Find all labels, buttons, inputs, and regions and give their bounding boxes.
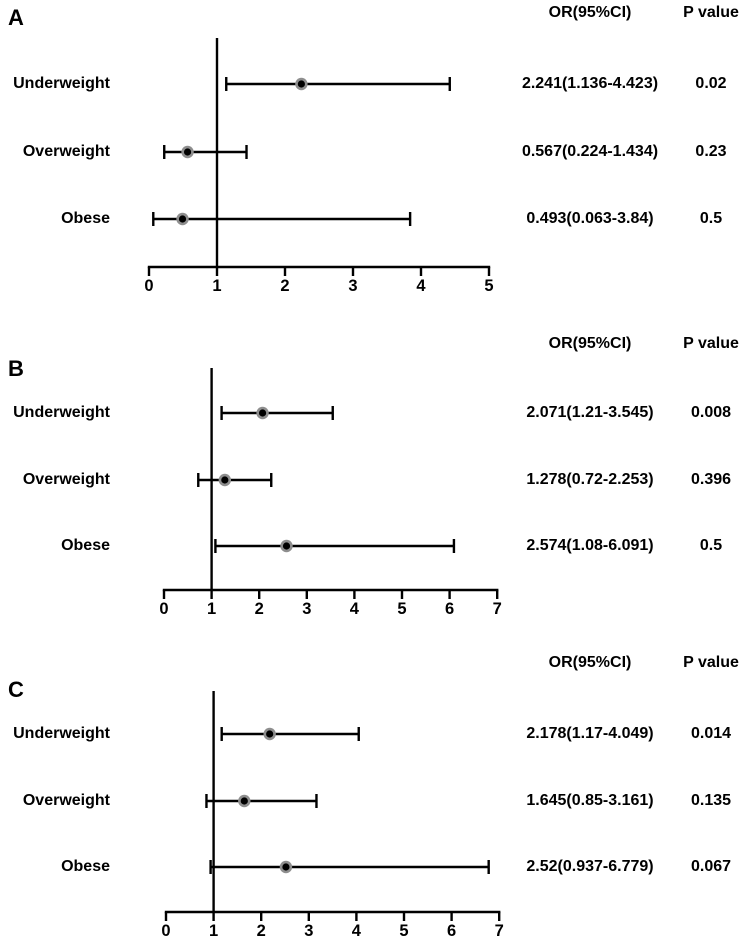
axis-tick-label: 4: [350, 600, 360, 618]
panel-a-letter: A: [8, 5, 24, 30]
p-value: 0.5: [699, 537, 723, 554]
axis-tick-label: 6: [447, 922, 456, 940]
or-point-marker: [258, 409, 267, 417]
or-ci-value: 1.278(0.72-2.253): [526, 471, 654, 488]
row-label: Underweight: [13, 75, 110, 92]
p-value: 0.067: [690, 858, 732, 875]
axis-tick-label: 2: [257, 922, 266, 940]
row-label: Overweight: [22, 143, 110, 160]
row-label: Obese: [61, 537, 110, 554]
or-point-marker: [221, 476, 229, 484]
or-ci-value: 1.645(0.85-3.161): [526, 792, 654, 809]
axis-tick-label: 5: [399, 922, 408, 940]
or-ci-value: 2.574(1.08-6.091): [526, 537, 654, 554]
axis-tick-label: 3: [302, 600, 311, 618]
p-value: 0.23: [695, 143, 727, 160]
or-point-marker: [266, 730, 274, 738]
axis-tick-label: 4: [352, 922, 362, 940]
p-value: 0.014: [690, 725, 732, 742]
or-ci-value: 2.241(1.136-4.423): [521, 75, 659, 92]
row-label: Overweight: [22, 792, 110, 809]
or-ci-value: 2.071(1.21-3.545): [526, 404, 654, 421]
panel-c-letter: C: [8, 677, 24, 702]
axis-tick-label: 5: [397, 600, 406, 618]
axis-tick-label: 1: [212, 277, 221, 295]
axis-tick-label: 1: [209, 922, 218, 940]
or-point-marker: [282, 863, 290, 871]
axis-tick-label: 7: [495, 922, 504, 940]
or-point-marker: [178, 215, 187, 223]
row-label: Underweight: [13, 725, 110, 742]
p-value: 0.5: [699, 210, 723, 227]
panel-b-or-header: OR(95%CI): [548, 335, 632, 352]
panel-a-pvalue-header: P value: [683, 4, 739, 21]
p-value: 0.396: [690, 471, 732, 488]
panel-c-pvalue-header: P value: [683, 654, 739, 671]
or-point-marker: [282, 542, 291, 550]
or-point-marker: [183, 148, 192, 156]
p-value: 0.02: [695, 75, 727, 92]
axis-tick-label: 4: [416, 277, 426, 295]
p-value: 0.008: [690, 404, 732, 421]
row-label: Obese: [61, 858, 110, 875]
axis-tick-label: 0: [161, 922, 170, 940]
panel-b-letter: B: [8, 356, 24, 381]
axis-tick-label: 3: [304, 922, 313, 940]
row-label: Obese: [61, 210, 110, 227]
axis-tick-label: 6: [445, 600, 454, 618]
p-value: 0.135: [690, 792, 732, 809]
axis-tick-label: 2: [255, 600, 264, 618]
or-ci-value: 0.493(0.063-3.84): [526, 210, 654, 227]
panel-b-pvalue-header: P value: [683, 335, 739, 352]
axis-tick-label: 3: [348, 277, 357, 295]
axis-tick-label: 7: [493, 600, 502, 618]
axis-tick-label: 5: [484, 277, 493, 295]
or-point-marker: [240, 797, 248, 805]
panel-c-or-header: OR(95%CI): [548, 654, 632, 671]
panel-a-or-header: OR(95%CI): [548, 4, 632, 21]
or-ci-value: 2.52(0.937-6.779): [526, 858, 654, 875]
or-ci-value: 0.567(0.224-1.434): [521, 143, 659, 160]
axis-tick-label: 0: [159, 600, 168, 618]
axis-tick-label: 1: [207, 600, 216, 618]
axis-tick-label: 2: [280, 277, 289, 295]
or-ci-value: 2.178(1.17-4.049): [526, 725, 654, 742]
axis-tick-label: 0: [144, 277, 153, 295]
row-label: Underweight: [13, 404, 110, 421]
row-label: Overweight: [22, 471, 110, 488]
or-point-marker: [297, 80, 305, 88]
